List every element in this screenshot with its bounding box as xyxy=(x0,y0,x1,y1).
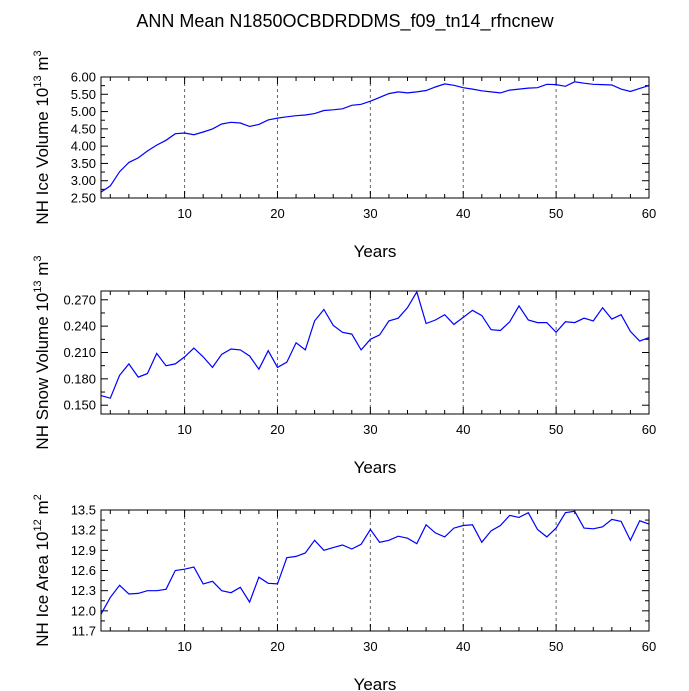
plot-frame xyxy=(100,290,650,415)
y-tick-label: 11.7 xyxy=(72,624,96,639)
y-tick-label: 12.3 xyxy=(71,583,96,598)
chart-title: ANN Mean N1850OCBDRDDMS_f09_tn14_rfncnew xyxy=(136,11,554,32)
x-axis-label: Years xyxy=(354,242,397,261)
y-tick-label: 13.2 xyxy=(71,523,96,538)
y-tick-label: 0.240 xyxy=(63,319,96,334)
y-tick-label: 12.0 xyxy=(71,603,96,618)
y-tick-label: 0.210 xyxy=(63,345,96,360)
y-label-superscript: 13 xyxy=(32,75,44,87)
y-label-text: NH Ice Area 10 xyxy=(33,531,52,646)
y-label-superscript: 3 xyxy=(32,255,44,261)
x-tick-label: 40 xyxy=(456,206,470,221)
y-tick-label: 12.9 xyxy=(71,543,96,558)
x-axis-label: Years xyxy=(354,675,397,691)
x-tick-label: 20 xyxy=(270,422,284,437)
x-tick-label: 50 xyxy=(549,422,563,437)
x-tick-label: 60 xyxy=(642,422,656,437)
x-tick-label: 10 xyxy=(177,422,191,437)
panel-3: 10 20 30 40 50 60 11.7 12.0 12.3 12.6 12.9 13.2 13.5… xyxy=(32,494,656,691)
plot-frame xyxy=(100,509,650,632)
y-tick-label: 0.150 xyxy=(63,398,96,413)
y-tick-label: 0.270 xyxy=(63,292,96,307)
x-tick-label: 40 xyxy=(456,639,470,654)
x-tick-label: 30 xyxy=(363,639,377,654)
y-axis-label: NH Ice Volume 1013 m3 xyxy=(32,50,52,224)
y-tick-label: 6.00 xyxy=(71,70,96,85)
x-tick-label: 40 xyxy=(456,422,470,437)
y-tick-label: 5.00 xyxy=(71,104,96,119)
y-tick-label: 12.6 xyxy=(71,563,96,578)
y-tick-label: 3.50 xyxy=(71,156,96,171)
y-label-superscript: 12 xyxy=(32,519,44,531)
y-label-superscript: 3 xyxy=(32,50,44,56)
x-tick-label: 30 xyxy=(363,422,377,437)
y-label-text: m xyxy=(33,500,52,519)
y-tick-label: 4.00 xyxy=(71,139,96,154)
x-tick-label: 20 xyxy=(270,639,284,654)
y-axis-label: NH Snow Volume 1013 m3 xyxy=(32,255,52,449)
y-label-text: NH Ice Volume 10 xyxy=(33,88,52,225)
x-tick-label: 60 xyxy=(642,639,656,654)
x-tick-label: 60 xyxy=(642,206,656,221)
plot-frame xyxy=(100,76,650,199)
y-tick-label: 0.180 xyxy=(63,371,96,386)
series-line xyxy=(100,510,650,615)
x-axis-label: Years xyxy=(354,458,397,477)
y-label-superscript: 2 xyxy=(32,494,44,500)
x-tick-label: 10 xyxy=(177,206,191,221)
x-tick-label: 30 xyxy=(363,206,377,221)
x-tick-label: 10 xyxy=(177,639,191,654)
y-label-text: m xyxy=(33,56,52,75)
y-axis-label: NH Ice Area 1012 m2 xyxy=(32,494,52,647)
y-label-text: m xyxy=(33,262,52,281)
panel-1: 10 20 30 40 50 60 2.50 3.00 3.50 4.00 4.50 5.00 5.50… xyxy=(32,50,656,261)
y-tick-label: 13.5 xyxy=(71,503,96,518)
y-tick-label: 4.50 xyxy=(71,121,96,136)
y-label-text: NH Snow Volume 10 xyxy=(33,293,52,450)
y-tick-label: 5.50 xyxy=(71,87,96,102)
x-tick-label: 20 xyxy=(270,206,284,221)
y-label-superscript: 13 xyxy=(32,280,44,292)
panel-2: 10 20 30 40 50 60 0.150 0.180 0.210 0.240 0.270 Yea… xyxy=(32,255,656,477)
y-tick-label: 3.00 xyxy=(71,173,96,188)
x-tick-label: 50 xyxy=(549,639,563,654)
series-line xyxy=(100,290,650,399)
y-tick-label: 2.50 xyxy=(71,191,96,206)
x-tick-label: 50 xyxy=(549,206,563,221)
series-line xyxy=(100,81,650,193)
